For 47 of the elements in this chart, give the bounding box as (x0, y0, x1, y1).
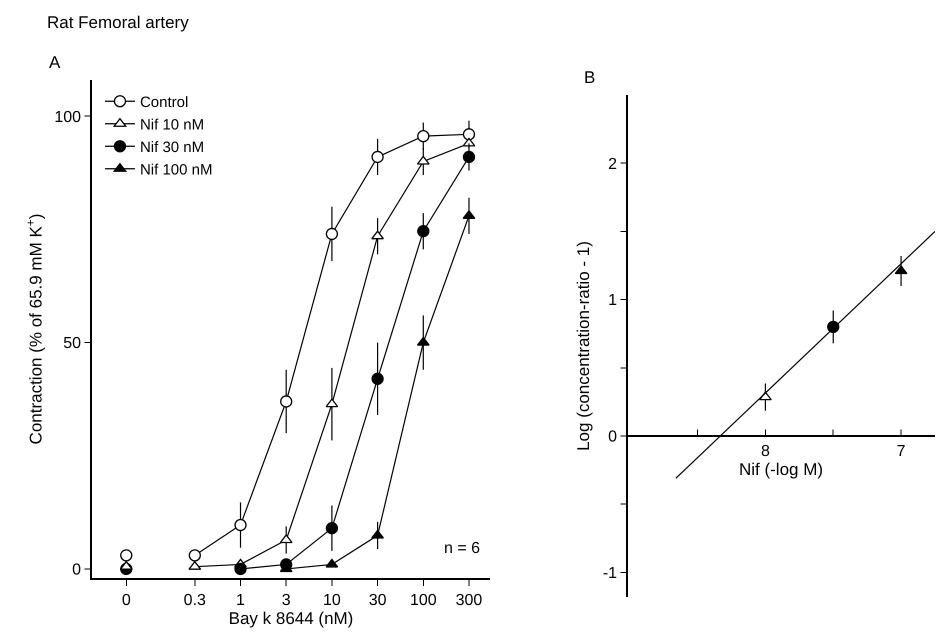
point (371, 372, 384, 385)
point (894, 265, 908, 274)
x-tick-label: 30 (368, 592, 387, 609)
point (326, 228, 338, 240)
x-tick-label: 8 (760, 442, 770, 460)
x-tick-label: 0.3 (184, 592, 206, 609)
y-tick-label: 0 (608, 428, 618, 446)
y-tick-label: 100 (54, 108, 82, 126)
point (416, 336, 430, 346)
x-tick-label: 7 (896, 442, 906, 460)
legend-label: Control (140, 94, 188, 112)
point (326, 522, 338, 534)
x-axis-title: Bay k 8644 (nM) (228, 608, 354, 628)
x-tick-label: 3 (282, 592, 291, 609)
point (280, 534, 293, 544)
text: B (584, 68, 596, 87)
y-tick-label: 0 (72, 562, 82, 579)
point (462, 128, 476, 140)
x-tick-label: 300 (456, 592, 482, 609)
point (234, 518, 247, 532)
x-tick-label: 100 (410, 592, 437, 609)
chart-title: Rat Femoral artery (47, 13, 190, 32)
point (188, 549, 201, 562)
point (417, 130, 430, 142)
x-tick-label: 10 (323, 592, 341, 609)
y-tick-label: -1 (602, 565, 618, 582)
text: A (49, 53, 61, 72)
point (325, 558, 338, 568)
point (417, 225, 430, 238)
point (280, 395, 292, 408)
point (234, 562, 247, 576)
legend-label: Nif 100 nM (140, 162, 213, 179)
x-tick-label: 1 (236, 592, 246, 609)
point (416, 156, 430, 165)
legend-label: Nif 30 nM (140, 139, 204, 156)
y-tick-label: 2 (608, 156, 618, 173)
y-tick-label: 1 (608, 292, 618, 310)
y-tick-label: 50 (63, 335, 82, 352)
x-tick-label: 0 (122, 592, 131, 609)
x-axis-title: Nif (-log M) (738, 460, 824, 479)
point (371, 530, 384, 539)
point (462, 150, 476, 164)
y-axis-title: Log (concentration-ratio - 1) (574, 241, 593, 451)
annotation: n = 6 (444, 540, 480, 557)
point (462, 138, 476, 147)
point (371, 150, 384, 164)
legend-label: Nif 10 nM (140, 116, 204, 134)
